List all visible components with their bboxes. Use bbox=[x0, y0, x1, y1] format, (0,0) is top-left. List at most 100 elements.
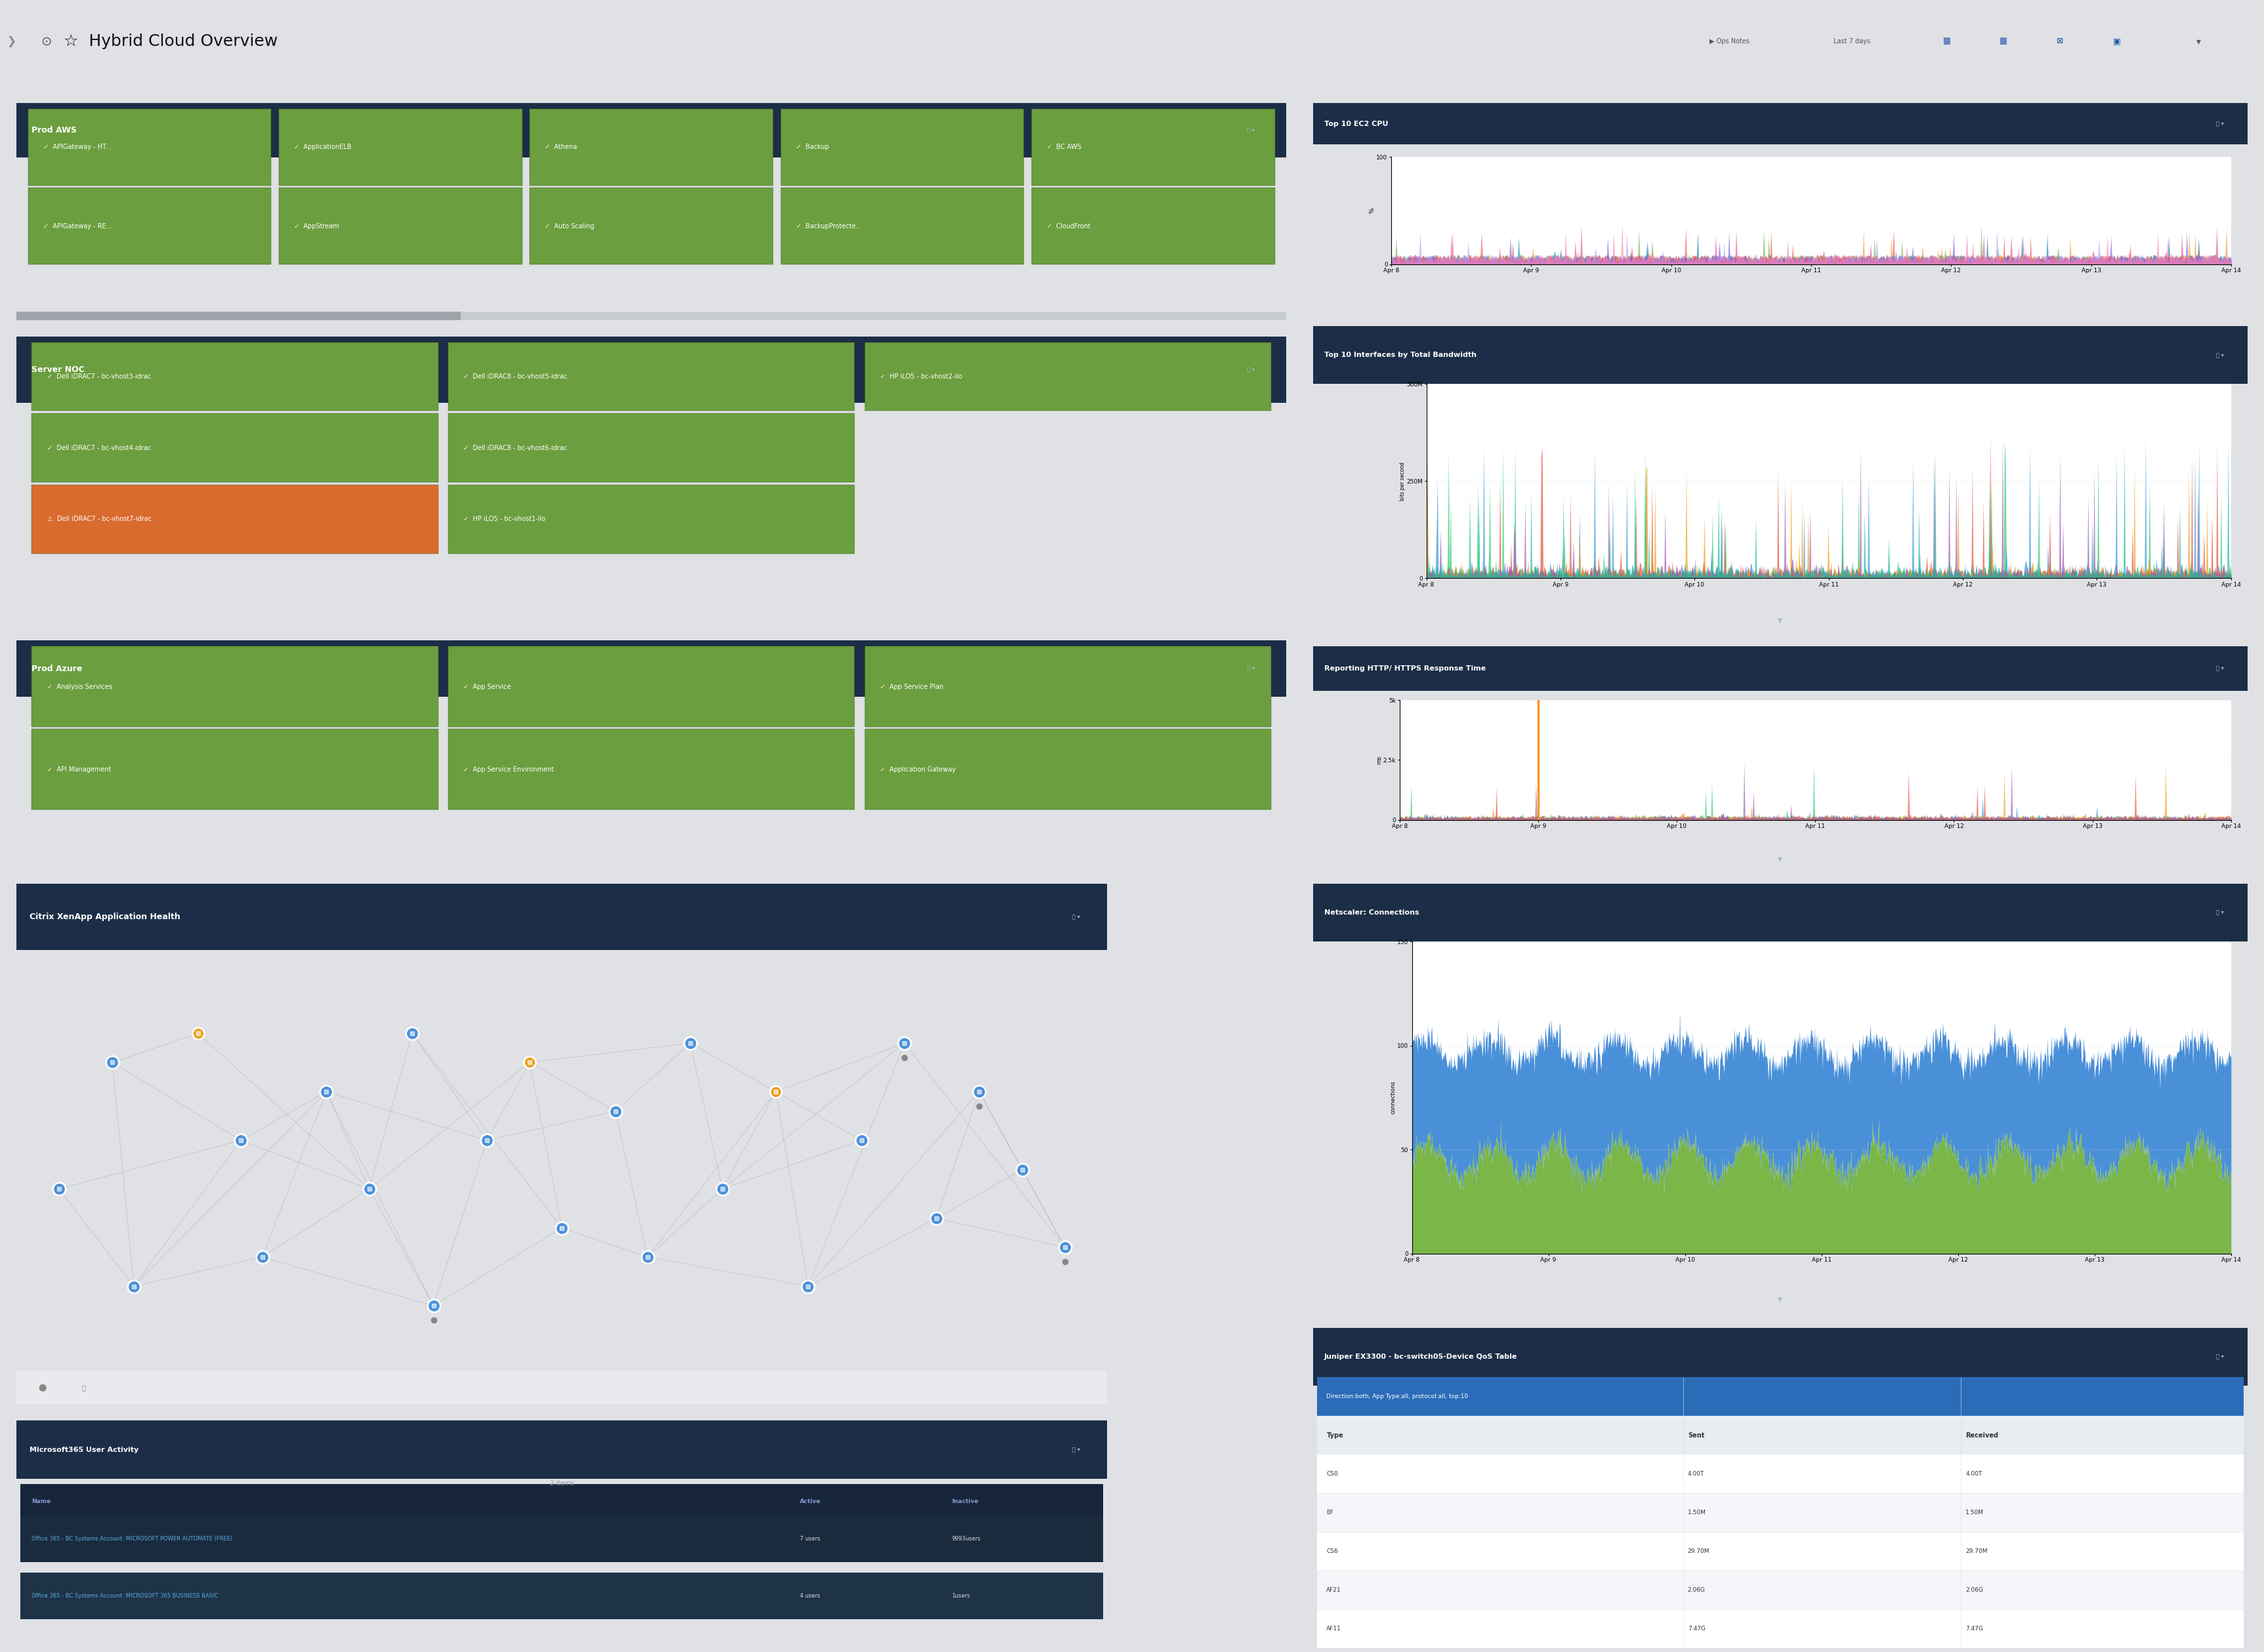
Bar bbox=[448, 729, 854, 809]
Text: ⊙: ⊙ bbox=[41, 35, 52, 48]
Text: 1users: 1users bbox=[951, 1593, 969, 1599]
Bar bbox=[865, 342, 1270, 411]
Bar bbox=[1318, 1531, 2244, 1571]
Text: EF: EF bbox=[1327, 1510, 1333, 1515]
Text: 4 users: 4 users bbox=[799, 1593, 820, 1599]
Text: ▦: ▦ bbox=[1999, 36, 2008, 46]
Bar bbox=[1313, 646, 2248, 691]
Text: ⤢ ▾: ⤢ ▾ bbox=[1247, 666, 1254, 671]
Y-axis label: connections: connections bbox=[1390, 1080, 1397, 1113]
Text: AF21: AF21 bbox=[1327, 1588, 1340, 1593]
Text: Top 10 Interfaces by Total Bandwidth: Top 10 Interfaces by Total Bandwidth bbox=[1324, 352, 1476, 358]
Y-axis label: ms: ms bbox=[1377, 755, 1383, 765]
Bar bbox=[1032, 188, 1275, 264]
Text: ✓  Application Gateway: ✓ Application Gateway bbox=[881, 767, 955, 773]
Bar bbox=[16, 312, 1286, 320]
Text: Server NOC: Server NOC bbox=[32, 365, 84, 373]
Text: ⤢ ▾: ⤢ ▾ bbox=[1247, 127, 1254, 134]
Text: Reporting HTTP/ HTTPS Response Time: Reporting HTTP/ HTTPS Response Time bbox=[1324, 666, 1485, 672]
Text: Prod AWS: Prod AWS bbox=[32, 126, 77, 134]
Text: ✓  Auto Scaling: ✓ Auto Scaling bbox=[546, 223, 595, 230]
Bar bbox=[1032, 109, 1275, 185]
Text: Inactive: Inactive bbox=[951, 1498, 978, 1505]
Text: ▦: ▦ bbox=[1943, 36, 1952, 46]
Bar bbox=[27, 109, 272, 185]
Text: 29.70M: 29.70M bbox=[1965, 1548, 1988, 1555]
Text: ✓  APIGateway - RE...: ✓ APIGateway - RE... bbox=[43, 223, 111, 230]
Text: Citrix XenApp Application Health: Citrix XenApp Application Health bbox=[29, 912, 181, 922]
Text: 1.50M: 1.50M bbox=[1687, 1510, 1707, 1515]
Text: Received: Received bbox=[1965, 1432, 1999, 1439]
Bar bbox=[20, 1517, 1103, 1563]
Text: Direction:both, App Type:all, protocol:all, top:10: Direction:both, App Type:all, protocol:a… bbox=[1327, 1394, 1469, 1399]
Bar bbox=[16, 1421, 1107, 1479]
Bar bbox=[1318, 1416, 2244, 1455]
Text: Office 365 - BC Systems Account: MICROSOFT 365 BUSINESS BASIC: Office 365 - BC Systems Account: MICROSO… bbox=[32, 1593, 217, 1599]
Bar bbox=[16, 884, 1107, 950]
Text: Last 7 days: Last 7 days bbox=[1834, 38, 1870, 45]
Text: 7.47G: 7.47G bbox=[1687, 1626, 1705, 1632]
Bar bbox=[16, 312, 462, 320]
Text: 2 items: 2 items bbox=[550, 1480, 573, 1487]
Bar bbox=[20, 1483, 1103, 1517]
Text: ✓  HP iLO5 - bc-vhost1-ilo: ✓ HP iLO5 - bc-vhost1-ilo bbox=[464, 515, 546, 522]
Text: ✓  Dell iDRAC8 - bc-vhost5-idrac: ✓ Dell iDRAC8 - bc-vhost5-idrac bbox=[464, 373, 568, 380]
Bar bbox=[32, 486, 437, 553]
Text: Sent: Sent bbox=[1687, 1432, 1705, 1439]
Bar bbox=[16, 337, 1286, 403]
Text: ⤢ ▾: ⤢ ▾ bbox=[2216, 121, 2223, 127]
Text: ❯: ❯ bbox=[7, 35, 16, 48]
Text: Microsoft365 User Activity: Microsoft365 User Activity bbox=[29, 1447, 138, 1452]
Text: ✓  API Management: ✓ API Management bbox=[48, 767, 111, 773]
Text: ▼: ▼ bbox=[1777, 856, 1782, 862]
Text: Top 10 EC2 CPU: Top 10 EC2 CPU bbox=[1324, 121, 1388, 127]
Bar bbox=[781, 188, 1023, 264]
Text: 🔍: 🔍 bbox=[82, 1384, 86, 1391]
Bar bbox=[32, 342, 437, 411]
Text: 7 users: 7 users bbox=[799, 1536, 820, 1541]
Text: ⤢ ▾: ⤢ ▾ bbox=[2216, 910, 2223, 915]
Text: ✓  Dell iDRAC7 - bc-vhost3-idrac: ✓ Dell iDRAC7 - bc-vhost3-idrac bbox=[48, 373, 152, 380]
Text: ✓  App Service Plan: ✓ App Service Plan bbox=[881, 684, 944, 691]
Text: ✓  Dell iDRAC7 - bc-vhost4-idrac: ✓ Dell iDRAC7 - bc-vhost4-idrac bbox=[48, 444, 152, 451]
Text: ✓  BC AWS: ✓ BC AWS bbox=[1046, 144, 1082, 150]
Bar bbox=[27, 188, 272, 264]
Text: ✓  CloudFront: ✓ CloudFront bbox=[1046, 223, 1091, 230]
Text: Prod Azure: Prod Azure bbox=[32, 664, 82, 672]
Text: ✓  Dell iDRAC8 - bc-vhost6-idrac: ✓ Dell iDRAC8 - bc-vhost6-idrac bbox=[464, 444, 568, 451]
Text: Type: Type bbox=[1327, 1432, 1343, 1439]
Bar bbox=[1318, 1571, 2244, 1609]
Bar bbox=[32, 413, 437, 482]
Text: ✓  BackupProtecte...: ✓ BackupProtecte... bbox=[797, 223, 863, 230]
Text: ✓  AppStream: ✓ AppStream bbox=[294, 223, 340, 230]
Y-axis label: %: % bbox=[1370, 208, 1377, 213]
Text: ✓  HP iLO5 - bc-vhost2-ilo: ✓ HP iLO5 - bc-vhost2-ilo bbox=[881, 373, 962, 380]
Bar bbox=[530, 188, 772, 264]
Text: 2.06G: 2.06G bbox=[1965, 1588, 1983, 1593]
Bar bbox=[1313, 1328, 2248, 1386]
Text: ⤢ ▾: ⤢ ▾ bbox=[2216, 1353, 2223, 1360]
Text: ▼: ▼ bbox=[1777, 1297, 1782, 1303]
Y-axis label: bits per second: bits per second bbox=[1399, 463, 1406, 501]
Text: ☆  Hybrid Cloud Overview: ☆ Hybrid Cloud Overview bbox=[63, 33, 278, 50]
Text: ✓  App Service: ✓ App Service bbox=[464, 684, 512, 691]
Text: ✓  Athena: ✓ Athena bbox=[546, 144, 577, 150]
Bar bbox=[530, 109, 772, 185]
Text: ▼: ▼ bbox=[1777, 618, 1782, 624]
Text: ⤢ ▾: ⤢ ▾ bbox=[1073, 914, 1080, 920]
Bar bbox=[448, 486, 854, 553]
Text: ✓  APIGateway - HT...: ✓ APIGateway - HT... bbox=[43, 144, 111, 150]
Text: Netscaler: Connections: Netscaler: Connections bbox=[1324, 910, 1420, 915]
Text: ▣: ▣ bbox=[2112, 36, 2121, 46]
Text: ⤢ ▾: ⤢ ▾ bbox=[2216, 666, 2223, 671]
Bar bbox=[278, 188, 523, 264]
Text: ⤢ ▾: ⤢ ▾ bbox=[2216, 352, 2223, 358]
Text: Office 365 - BC Systems Account: MICROSOFT POWER AUTOMATE (FREE): Office 365 - BC Systems Account: MICROSO… bbox=[32, 1536, 233, 1541]
Bar bbox=[448, 342, 854, 411]
Text: ⚠  Dell iDRAC7 - bc-vhost7-idrac: ⚠ Dell iDRAC7 - bc-vhost7-idrac bbox=[48, 515, 152, 522]
Bar bbox=[1318, 1609, 2244, 1649]
Bar bbox=[1313, 884, 2248, 942]
Bar bbox=[448, 413, 854, 482]
Text: ⤢ ▾: ⤢ ▾ bbox=[1247, 367, 1254, 373]
Bar bbox=[865, 729, 1270, 809]
